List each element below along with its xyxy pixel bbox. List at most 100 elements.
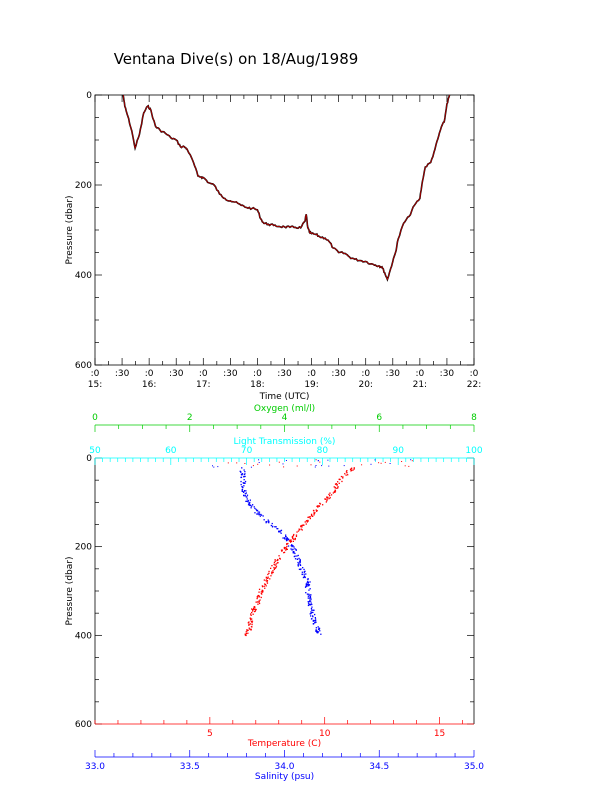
- oxygen-tick-label: 6: [376, 413, 382, 423]
- salinity-point: [311, 606, 313, 608]
- salinity-point: [241, 485, 243, 488]
- temperature-point: [308, 516, 310, 518]
- temperature-point: [324, 498, 326, 500]
- salinity-point: [244, 471, 246, 473]
- temperature-point: [279, 557, 281, 559]
- temperature-point: [339, 478, 341, 481]
- temperature-point: [274, 560, 276, 562]
- salinity-point: [255, 508, 257, 511]
- salinity-point: [298, 557, 300, 560]
- salinity-point: [309, 588, 311, 590]
- temperature-point: [314, 512, 316, 514]
- salinity-point: [249, 504, 252, 506]
- oxygen-tick-label: 8: [471, 413, 477, 423]
- temperature-point: [305, 520, 308, 522]
- salinity-point: [317, 626, 319, 628]
- salinity-point: [275, 526, 277, 528]
- temperature-point: [249, 617, 251, 619]
- salinity-point: [316, 630, 318, 632]
- salinity-point: [315, 627, 317, 629]
- salinity-point: [297, 563, 300, 565]
- temperature-point: [352, 469, 354, 471]
- temperature-point: [286, 543, 288, 545]
- salinity-point: [276, 528, 278, 530]
- x-axis-label: Time (UTC): [259, 392, 310, 402]
- temperature-point: [255, 601, 257, 603]
- salinity-point: [320, 633, 322, 635]
- temperature-point: [329, 492, 331, 494]
- temperature-point: [263, 579, 265, 581]
- temperature-point: [297, 530, 300, 532]
- salinity-point: [285, 534, 287, 536]
- temperature-point: [295, 534, 298, 536]
- temperature-point: [347, 474, 349, 476]
- salinity-point: [259, 515, 261, 517]
- temperature-point: [270, 567, 272, 569]
- salinity-point: [308, 593, 310, 595]
- salinity-point: [311, 609, 313, 611]
- plot-frame: [94, 94, 475, 366]
- salinity-point: [312, 611, 314, 614]
- salinity-point: [262, 515, 264, 517]
- temperature-point: [310, 513, 313, 515]
- temperature-point: [298, 528, 300, 530]
- surface-point: [310, 464, 312, 466]
- salinity-point: [280, 529, 283, 531]
- salinity-point: [285, 540, 288, 542]
- temperature-point: [265, 585, 267, 587]
- temperature-axis-label: Temperature (C): [247, 739, 321, 749]
- salinity-point: [246, 500, 248, 502]
- surface-point: [283, 466, 285, 468]
- salinity-point: [278, 531, 280, 533]
- temperature-point: [302, 524, 305, 526]
- x-tick-label: :0: [470, 369, 479, 379]
- temperature-point: [244, 633, 246, 635]
- salinity-point: [307, 583, 309, 585]
- temperature-point: [342, 477, 344, 479]
- salinity-point: [240, 476, 242, 479]
- temperature-point: [252, 613, 254, 615]
- salinity-point: [280, 532, 282, 534]
- salinity-point: [284, 538, 286, 540]
- temperature-point: [253, 606, 255, 608]
- salinity-point: [287, 539, 289, 541]
- temperature-point: [346, 470, 348, 472]
- salinity-point: [297, 561, 299, 564]
- temperature-point: [247, 622, 249, 624]
- salinity-point: [312, 616, 314, 618]
- x-tick-label: :30: [440, 369, 455, 379]
- surface-point: [401, 461, 403, 462]
- temperature-point: [300, 525, 302, 527]
- salinity-point: [306, 581, 308, 584]
- temperature-point: [307, 516, 309, 518]
- temperature-point: [251, 622, 253, 624]
- salinity-point: [290, 548, 292, 550]
- salinity-point: [244, 480, 247, 483]
- salinity-point: [256, 509, 258, 512]
- salinity-point: [286, 537, 288, 539]
- salinity-point: [292, 548, 294, 550]
- temperature-point: [267, 576, 269, 578]
- y-tick-label: 0: [86, 454, 92, 464]
- salinity-point: [268, 520, 270, 522]
- x-tick-hour-label: 16:: [142, 380, 156, 390]
- salinity-point: [292, 552, 294, 554]
- temperature-point: [265, 580, 267, 582]
- salinity-point: [277, 528, 279, 530]
- temperature-point: [312, 509, 315, 512]
- salinity-point: [256, 509, 259, 512]
- temperature-point: [255, 609, 257, 611]
- salinity-point: [254, 507, 256, 510]
- salinity-point: [260, 513, 262, 516]
- temperature-point: [245, 632, 248, 635]
- temperature-point: [250, 628, 252, 630]
- temperature-point: [301, 526, 303, 528]
- salinity-point: [241, 467, 243, 469]
- temperature-point: [334, 490, 337, 492]
- salinity-point: [305, 573, 307, 575]
- salinity-point: [241, 488, 244, 491]
- x-tick-label: :0: [415, 369, 424, 379]
- salinity-point: [285, 536, 287, 538]
- salinity-point: [310, 600, 312, 602]
- profile-chart: 0 200 400 600 Pressure (dbar) 0 2 4 6 8 Oxygen (ml…: [65, 404, 484, 782]
